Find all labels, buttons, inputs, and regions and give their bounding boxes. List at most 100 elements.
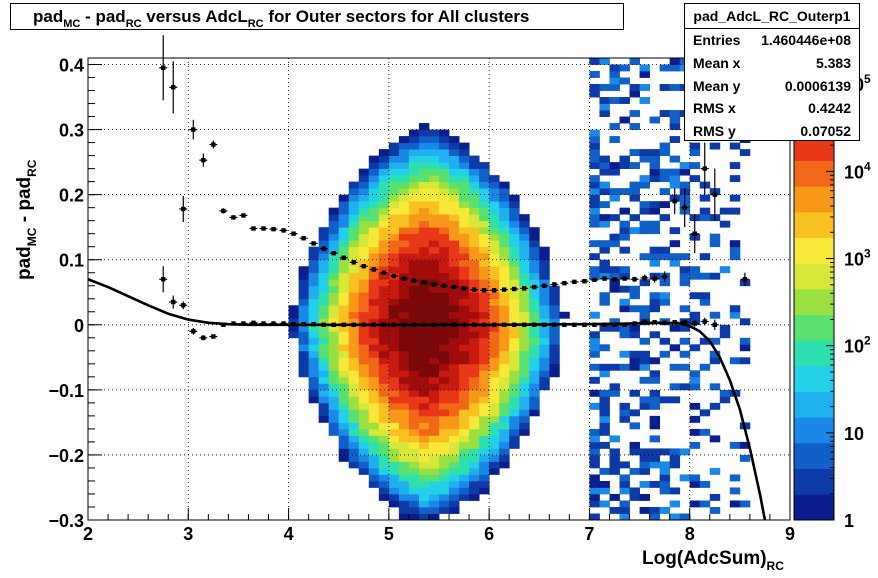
heatmap-cell <box>509 357 520 365</box>
heatmap-cell <box>338 194 350 202</box>
heatmap-cell <box>669 253 681 261</box>
heatmap-cell <box>449 266 460 274</box>
heatmap-cell <box>378 357 390 365</box>
heatmap-cell <box>288 331 299 339</box>
heatmap-cell <box>499 415 510 423</box>
heatmap-cell <box>338 409 350 417</box>
heatmap-cell <box>449 240 460 248</box>
heatmap-cell <box>449 480 460 488</box>
x-tick-label: 4 <box>284 524 294 544</box>
heatmap-cell <box>539 344 550 352</box>
heatmap-cell <box>378 279 390 287</box>
heatmap-cell <box>439 474 450 482</box>
heatmap-cell <box>649 357 661 365</box>
heatmap-cell <box>669 123 681 130</box>
heatmap-cell <box>388 233 400 241</box>
heatmap-cell <box>408 337 420 345</box>
heatmap-cell <box>388 142 400 150</box>
heatmap-cell <box>418 142 430 150</box>
heatmap-cell <box>619 233 630 241</box>
heatmap-cell <box>398 162 410 170</box>
heatmap-cell <box>729 474 741 482</box>
heatmap-cell <box>449 370 460 378</box>
heatmap-cell <box>459 402 470 410</box>
heatmap-cell <box>649 253 661 261</box>
stats-label: Entries <box>693 32 741 48</box>
heatmap-cell <box>589 461 600 469</box>
heatmap-cell <box>398 461 410 469</box>
heatmap-cell <box>509 344 520 352</box>
heatmap-cell <box>328 415 340 423</box>
heatmap-cell <box>328 422 340 430</box>
heatmap-cell <box>459 253 470 261</box>
heatmap-cell <box>739 357 751 365</box>
heatmap-cell <box>398 409 410 417</box>
heatmap-cell <box>539 298 550 306</box>
heatmap-cell <box>619 331 630 339</box>
data-point-mean <box>191 329 196 334</box>
heatmap-cell <box>398 500 410 508</box>
heatmap-cell <box>499 441 510 449</box>
heatmap-cell <box>699 337 711 345</box>
heatmap-cell <box>408 305 420 313</box>
stats-value: 0.07052 <box>800 123 851 140</box>
heatmap-cell <box>629 363 640 371</box>
data-point-rms <box>451 284 457 290</box>
heatmap-cell <box>629 123 640 130</box>
heatmap-cell <box>449 214 460 222</box>
heatmap-cell <box>659 168 671 176</box>
heatmap-cell <box>348 272 360 280</box>
heatmap-cell <box>408 188 420 196</box>
heatmap-cell <box>348 279 360 287</box>
heatmap-cell <box>439 402 450 410</box>
heatmap-cell <box>689 311 701 319</box>
data-point-rms <box>201 157 206 163</box>
heatmap-cell <box>449 383 460 391</box>
heatmap-cell <box>418 409 430 417</box>
heatmap-cell <box>358 389 370 397</box>
heatmap-cell <box>449 136 460 143</box>
heatmap-cell <box>459 474 470 482</box>
heatmap-cell <box>358 194 370 202</box>
heatmap-cell <box>439 389 450 397</box>
heatmap-cell <box>639 207 650 215</box>
heatmap-cell <box>388 467 400 475</box>
heatmap-cell <box>439 142 450 150</box>
heatmap-cell <box>519 246 530 254</box>
heatmap-cell <box>388 389 400 397</box>
heatmap-cell <box>469 363 480 371</box>
heatmap-cell <box>318 350 330 358</box>
heatmap-cell <box>519 422 530 430</box>
heatmap-cell <box>368 227 380 235</box>
heatmap-cell <box>619 500 630 508</box>
heatmap-cell <box>609 318 620 326</box>
data-point-rms <box>301 236 306 241</box>
heatmap-cell <box>318 396 330 404</box>
heatmap-cell <box>639 84 650 91</box>
heatmap-cell <box>418 220 430 228</box>
heatmap-cell <box>529 344 540 352</box>
heatmap-cell <box>479 376 490 384</box>
heatmap-cell <box>338 441 350 449</box>
heatmap-cell <box>408 259 420 267</box>
heatmap-cell <box>318 272 330 280</box>
heatmap-cell <box>358 318 370 326</box>
heatmap-cell <box>348 305 360 313</box>
heatmap-cell <box>418 149 430 157</box>
heatmap-cell <box>629 357 640 365</box>
heatmap-cell <box>398 383 410 391</box>
heatmap-cell <box>469 487 480 495</box>
heatmap-cell <box>459 467 470 475</box>
heatmap-cell <box>338 357 350 365</box>
heatmap-cell <box>318 292 330 300</box>
heatmap-cell <box>368 214 380 222</box>
heatmap-cell <box>378 149 390 157</box>
data-point-mean <box>201 335 206 341</box>
heatmap-cell <box>418 129 430 137</box>
heatmap-cell <box>398 246 410 254</box>
data-point-mean <box>622 322 627 327</box>
data-point-mean <box>481 322 487 327</box>
heatmap-cell <box>699 409 711 417</box>
heatmap-cell <box>619 506 630 514</box>
xlabel-part: Log(AdcSum) <box>642 548 767 569</box>
